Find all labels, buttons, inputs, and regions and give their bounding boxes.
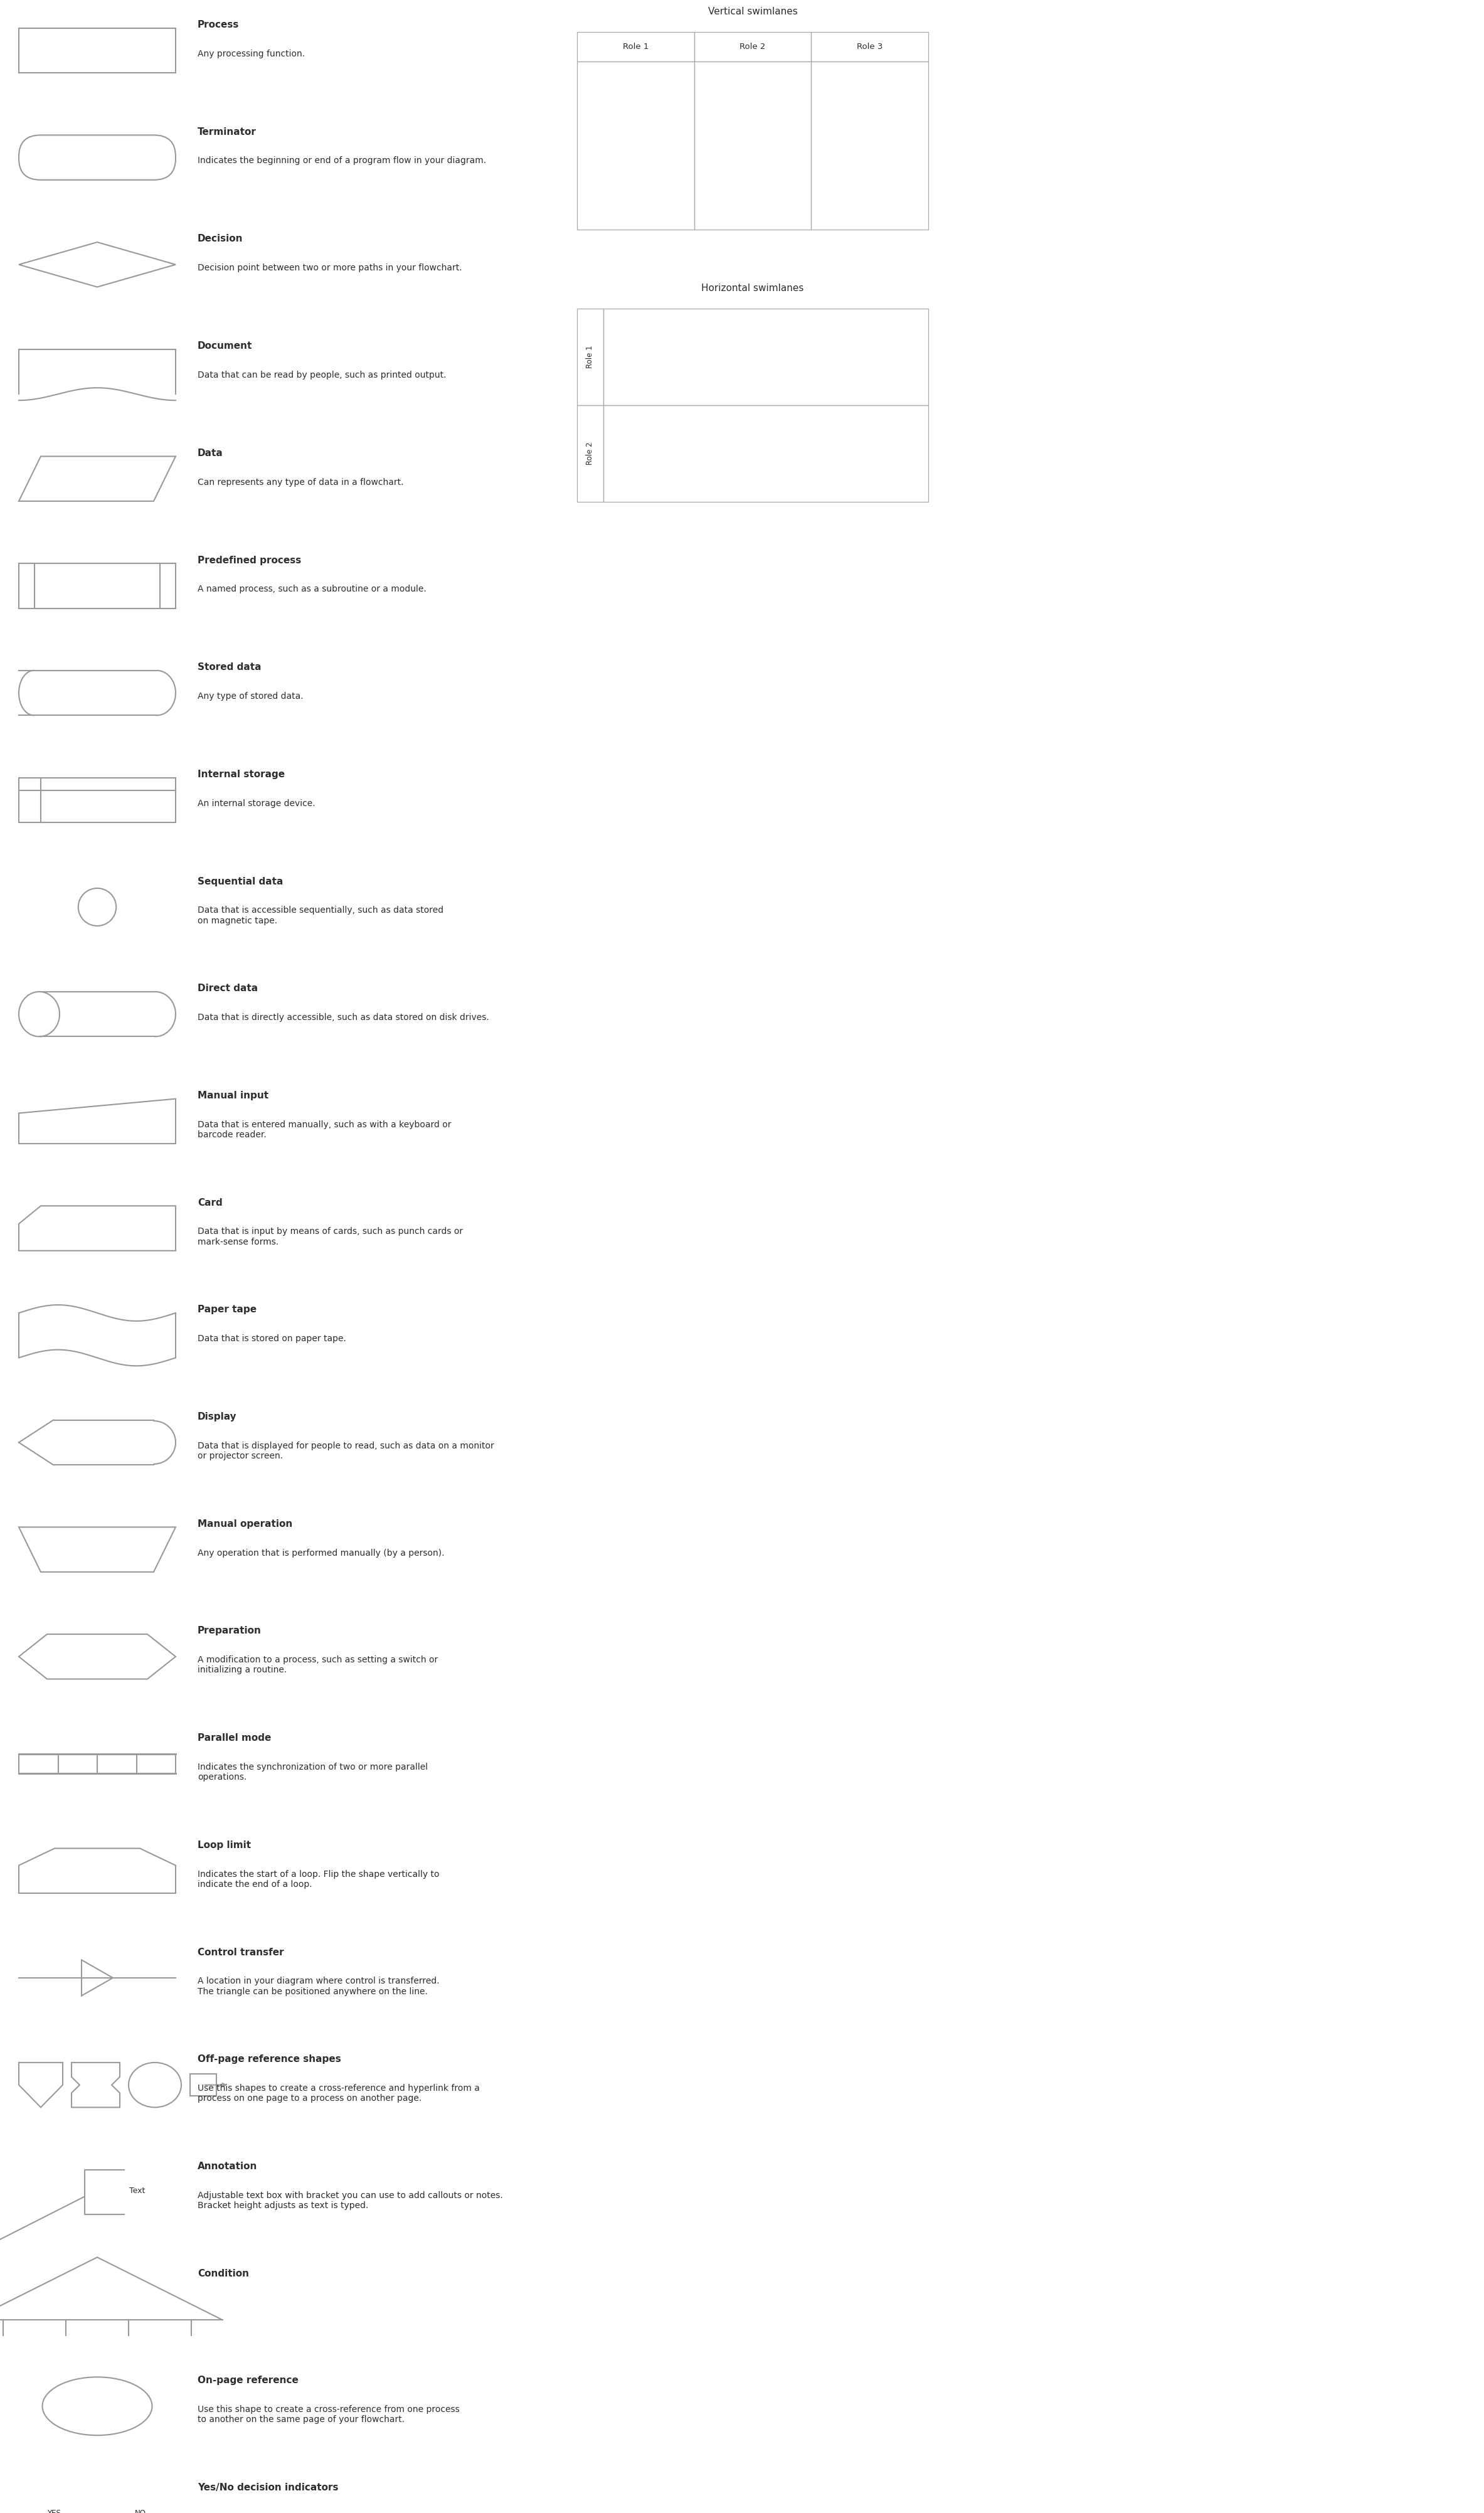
Text: A named process, such as a subroutine or a module.: A named process, such as a subroutine or… [197,586,426,593]
Text: A modification to a process, such as setting a switch or
initializing a routine.: A modification to a process, such as set… [197,1656,438,1674]
Bar [19,563,175,608]
Text: Control transfer: Control transfer [197,1948,283,1958]
Text: Yes/No decision indicators: Yes/No decision indicators [197,2483,338,2493]
Text: Internal storage: Internal storage [197,769,285,779]
Text: Data that can be read by people, such as printed output.: Data that can be read by people, such as… [197,372,447,379]
Text: Any type of stored data.: Any type of stored data. [197,691,303,701]
Text: Data that is stored on paper tape.: Data that is stored on paper tape. [197,1334,346,1342]
Bar [812,63,929,229]
Text: Role 1: Role 1 [623,43,649,50]
Text: Sequential data: Sequential data [197,877,283,887]
Text: Terminator: Terminator [197,128,257,136]
Text: Indicates the start of a loop. Flip the shape vertically to
indicate the end of : Indicates the start of a loop. Flip the … [197,1870,439,1890]
Text: Data that is input by means of cards, such as punch cards or
mark-sense forms.: Data that is input by means of cards, su… [197,1226,463,1246]
Text: Data that is entered manually, such as with a keyboard or
barcode reader.: Data that is entered manually, such as w… [197,1121,451,1138]
Text: A location in your diagram where control is transferred.
The triangle can be pos: A location in your diagram where control… [197,1978,439,1995]
Text: Parallel mode: Parallel mode [197,1734,272,1744]
Text: Stored data: Stored data [197,663,261,671]
Text: Manual input: Manual input [197,1091,269,1101]
Text: NO: NO [135,2508,145,2513]
Text: Condition: Condition [197,2269,249,2279]
Text: Decision: Decision [197,234,243,244]
Bar [577,309,604,405]
Text: Vertical swimlanes: Vertical swimlanes [708,8,797,15]
Text: Data that is directly accessible, such as data stored on disk drives.: Data that is directly accessible, such a… [197,1013,490,1023]
Text: Indicates the beginning or end of a program flow in your diagram.: Indicates the beginning or end of a prog… [197,156,487,166]
Text: Role 1: Role 1 [586,347,594,369]
Text: Horizontal swimlanes: Horizontal swimlanes [702,284,804,294]
Text: Process: Process [197,20,239,30]
Text: Role 2: Role 2 [739,43,766,50]
Text: Any processing function.: Any processing function. [197,50,304,58]
Text: Data: Data [197,447,223,457]
Text: Any operation that is performed manually (by a person).: Any operation that is performed manually… [197,1548,444,1558]
Text: Direct data: Direct data [197,983,258,993]
Text: Card: Card [197,1199,223,1206]
Text: Can represents any type of data in a flowchart.: Can represents any type of data in a flo… [197,477,404,488]
Bar [19,28,175,73]
Text: Adjustable text box with bracket you can use to add callouts or notes.
Bracket h: Adjustable text box with bracket you can… [197,2191,503,2209]
Bar [577,405,604,503]
Text: Off-page reference shapes: Off-page reference shapes [197,2056,341,2063]
Text: Annotation: Annotation [197,2161,257,2171]
Text: Role 2: Role 2 [586,442,594,465]
Text: An internal storage device.: An internal storage device. [197,799,315,807]
Bar [19,777,175,822]
Bar [604,309,929,405]
Text: Decision point between two or more paths in your flowchart.: Decision point between two or more paths… [197,264,462,271]
Bar [812,33,929,63]
Text: On-page reference: On-page reference [197,2375,298,2385]
Text: Predefined process: Predefined process [197,555,301,565]
Text: Indicates the synchronization of two or more parallel
operations.: Indicates the synchronization of two or … [197,1762,427,1782]
Text: Display: Display [197,1412,237,1422]
Text: Paper tape: Paper tape [197,1304,257,1314]
Bar [577,63,695,229]
Text: YES: YES [47,2508,61,2513]
Text: Loop limit: Loop limit [197,1840,251,1850]
Text: Data that is accessible sequentially, such as data stored
on magnetic tape.: Data that is accessible sequentially, su… [197,907,444,925]
Bar [190,2073,217,2096]
Text: Use this shapes to create a cross-reference and hyperlink from a
process on one : Use this shapes to create a cross-refere… [197,2083,479,2103]
Bar [604,405,929,503]
Text: Role 3: Role 3 [856,43,883,50]
Text: Preparation: Preparation [197,1626,261,1636]
Bar [695,63,812,229]
Bar [577,33,695,63]
Bar [695,33,812,63]
Text: Use this shape to create a cross-reference from one process
to another on the sa: Use this shape to create a cross-referen… [197,2405,460,2425]
Text: Manual operation: Manual operation [197,1520,292,1528]
Text: Text: Text [129,2186,145,2194]
Text: Data that is displayed for people to read, such as data on a monitor
or projecto: Data that is displayed for people to rea… [197,1442,494,1460]
Text: Document: Document [197,342,252,352]
